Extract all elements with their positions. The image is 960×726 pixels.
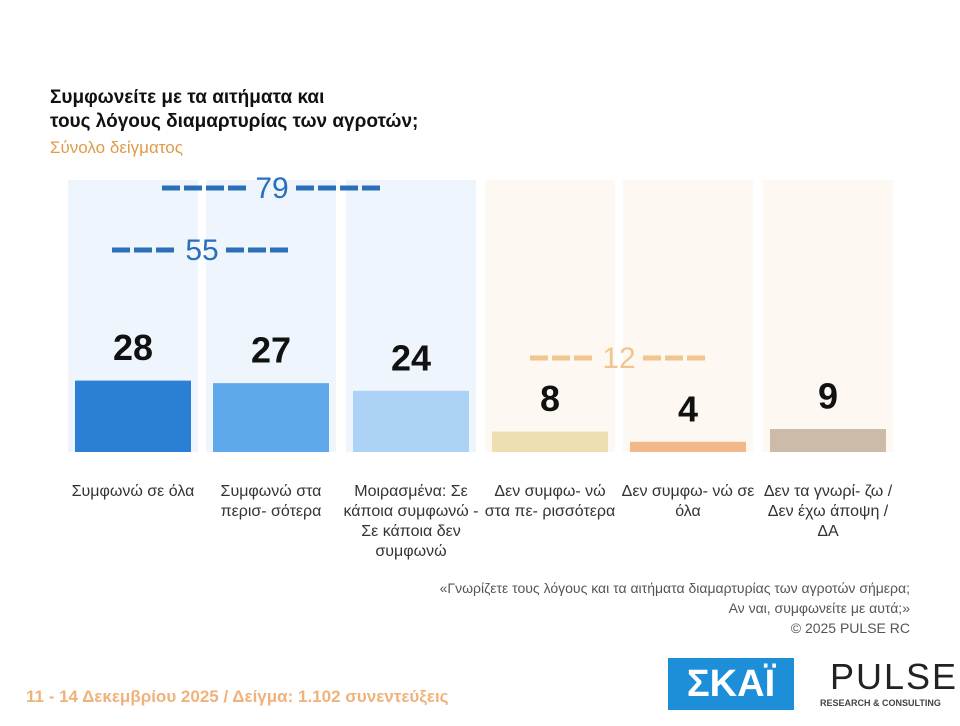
bar xyxy=(353,390,469,452)
bar xyxy=(75,380,191,452)
value-label: 9 xyxy=(818,376,838,417)
logo: ΣΚΑΪ xyxy=(668,658,794,710)
total-label: 79 xyxy=(255,172,288,205)
footer-text: 11 - 14 Δεκεμβρίου 2025 / Δείγμα: 1.102 … xyxy=(26,687,449,706)
bar xyxy=(770,429,886,452)
x-tick-label: Συμφωνώ στα περισ- σότερα xyxy=(220,483,322,520)
x-tick-label: Δεν συμφω- νώ σε όλα xyxy=(621,483,755,520)
value-label: 27 xyxy=(251,330,291,371)
chart-subtitle: Σύνολο δείγματος xyxy=(50,138,183,157)
logo-caption: RESEARCH & CONSULTING xyxy=(820,698,941,708)
panel xyxy=(763,180,893,452)
footnote: © 2025 PULSE RC xyxy=(790,620,910,636)
value-label: 28 xyxy=(113,327,153,368)
logo: PULSE xyxy=(830,656,959,697)
panel xyxy=(485,180,615,452)
x-tick-label: Δεν συμφω- νώ στα πε- ρισσότερα xyxy=(484,483,616,520)
bar xyxy=(213,383,329,452)
panel xyxy=(623,180,753,452)
total-label: 12 xyxy=(602,342,635,375)
chart-title: Συμφωνείτε με τα αιτήματα και τους λόγου… xyxy=(50,87,419,132)
value-label: 24 xyxy=(391,337,431,378)
value-label: 8 xyxy=(540,378,560,419)
x-tick-label: Συμφωνώ σε όλα xyxy=(71,483,195,500)
total-label: 55 xyxy=(185,234,218,267)
footnote: «Γνωρίζετε τους λόγους και τα αιτήματα δ… xyxy=(439,580,910,596)
x-tick-label: Μοιρασμένα: Σε κάποια συμφωνώ - Σε κάποι… xyxy=(343,483,479,560)
bar xyxy=(492,431,608,452)
footnote: Αν ναι, συμφωνείτε με αυτά;» xyxy=(728,600,910,616)
value-label: 4 xyxy=(678,388,698,429)
bar xyxy=(630,441,746,452)
x-tick-label: Δεν τα γνωρί- ζω / Δεν έχω άποψη / ΔΑ xyxy=(763,483,893,540)
